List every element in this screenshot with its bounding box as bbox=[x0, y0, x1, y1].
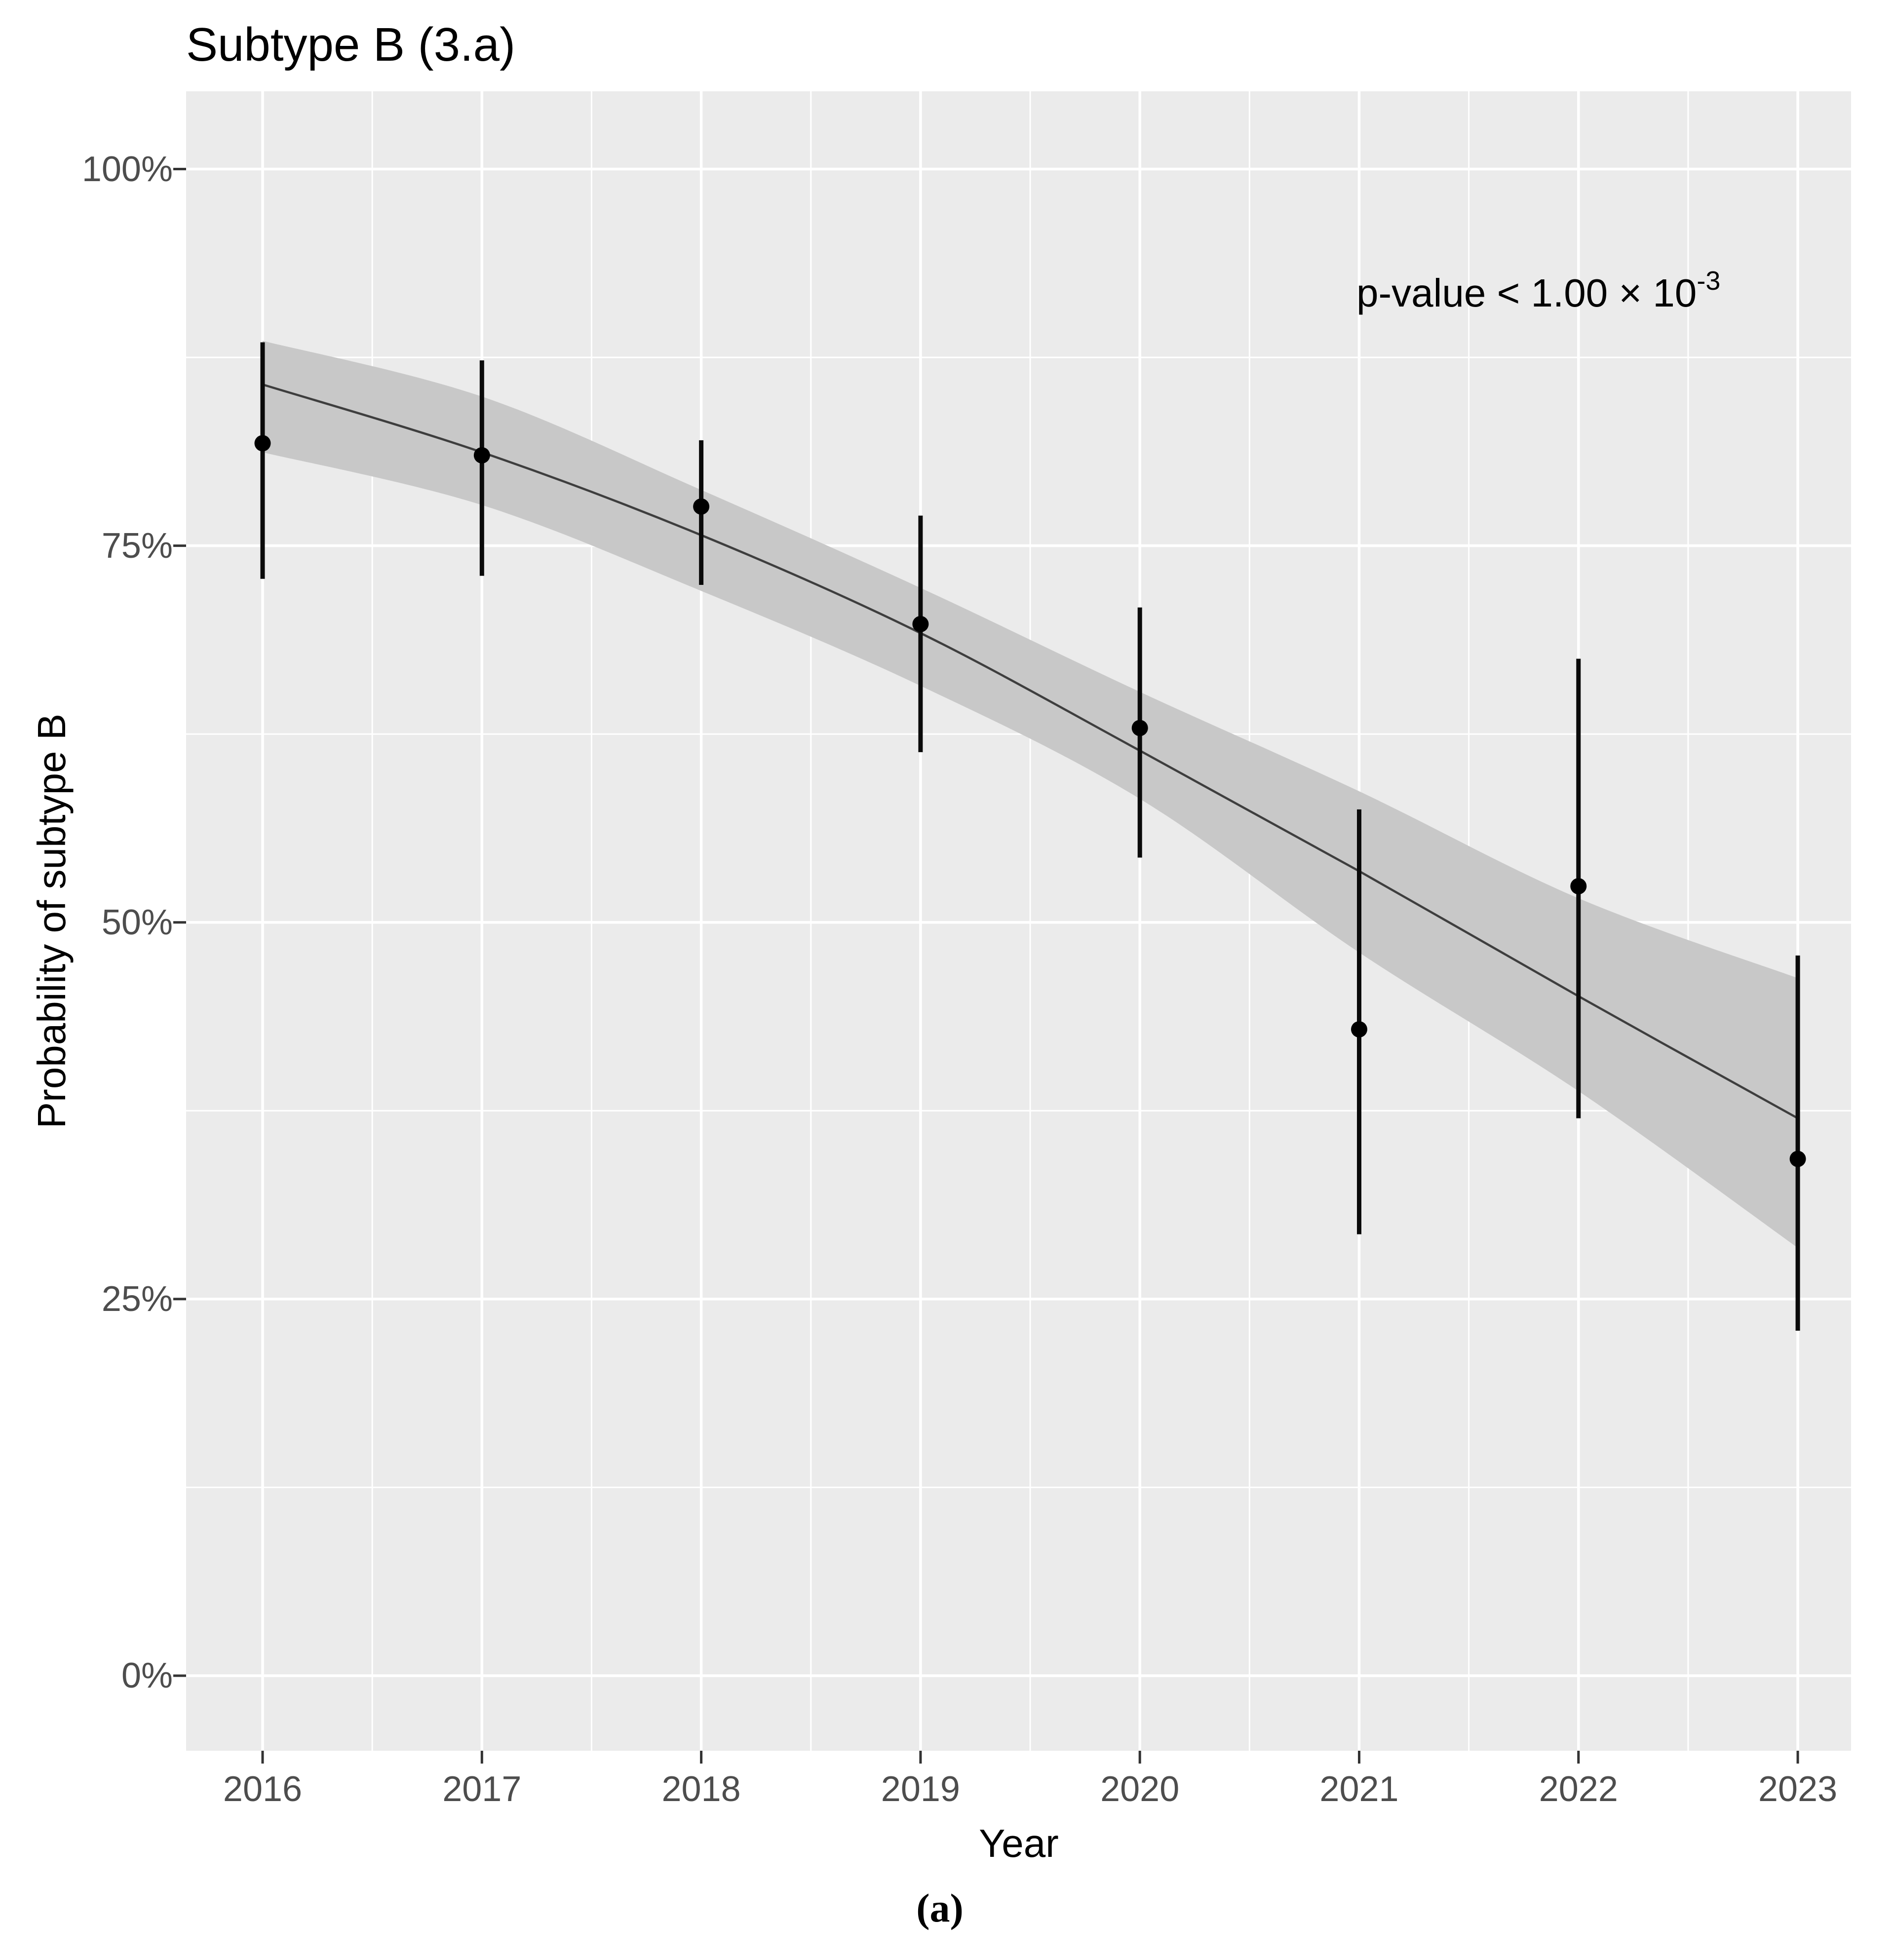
major-gridlines bbox=[186, 91, 1851, 1751]
x-tick-label: 2020 bbox=[1100, 1769, 1180, 1809]
data-point bbox=[693, 498, 710, 515]
y-tick-label: 0% bbox=[121, 1656, 173, 1695]
x-tick-label: 2019 bbox=[881, 1769, 960, 1809]
data-points bbox=[254, 435, 1806, 1167]
x-tick-label: 2018 bbox=[661, 1769, 741, 1809]
trend-line bbox=[262, 383, 1799, 1119]
confidence-ribbon bbox=[263, 341, 1798, 1248]
y-tick-label: 25% bbox=[101, 1279, 173, 1319]
data-point bbox=[912, 615, 929, 632]
x-tick-label: 2021 bbox=[1319, 1769, 1399, 1809]
pvalue-exponent: -3 bbox=[1697, 266, 1721, 296]
x-axis-title: Year bbox=[979, 1821, 1059, 1865]
figure-caption: (a) bbox=[916, 1885, 964, 1930]
data-point bbox=[473, 447, 490, 463]
x-tick-label: 2016 bbox=[223, 1769, 303, 1809]
pvalue-annotation: p-value < 1.00 × 10-3 bbox=[1356, 266, 1720, 316]
y-tick-label: 100% bbox=[81, 149, 173, 189]
data-point bbox=[1789, 1151, 1806, 1167]
y-tick-label: 50% bbox=[101, 902, 173, 942]
axis-tick-marks bbox=[173, 168, 1799, 1764]
pvalue-text: p-value < 1.00 × 10 bbox=[1356, 271, 1697, 315]
data-point bbox=[1131, 720, 1148, 736]
data-point bbox=[1570, 878, 1587, 894]
data-point bbox=[1351, 1021, 1367, 1038]
data-point bbox=[254, 435, 271, 452]
plot-title: Subtype B (3.a) bbox=[186, 18, 516, 71]
x-tick-label: 2022 bbox=[1539, 1769, 1618, 1809]
x-tick-label: 2023 bbox=[1758, 1769, 1838, 1809]
y-tick-label: 75% bbox=[101, 526, 173, 566]
x-tick-label: 2017 bbox=[442, 1769, 522, 1809]
